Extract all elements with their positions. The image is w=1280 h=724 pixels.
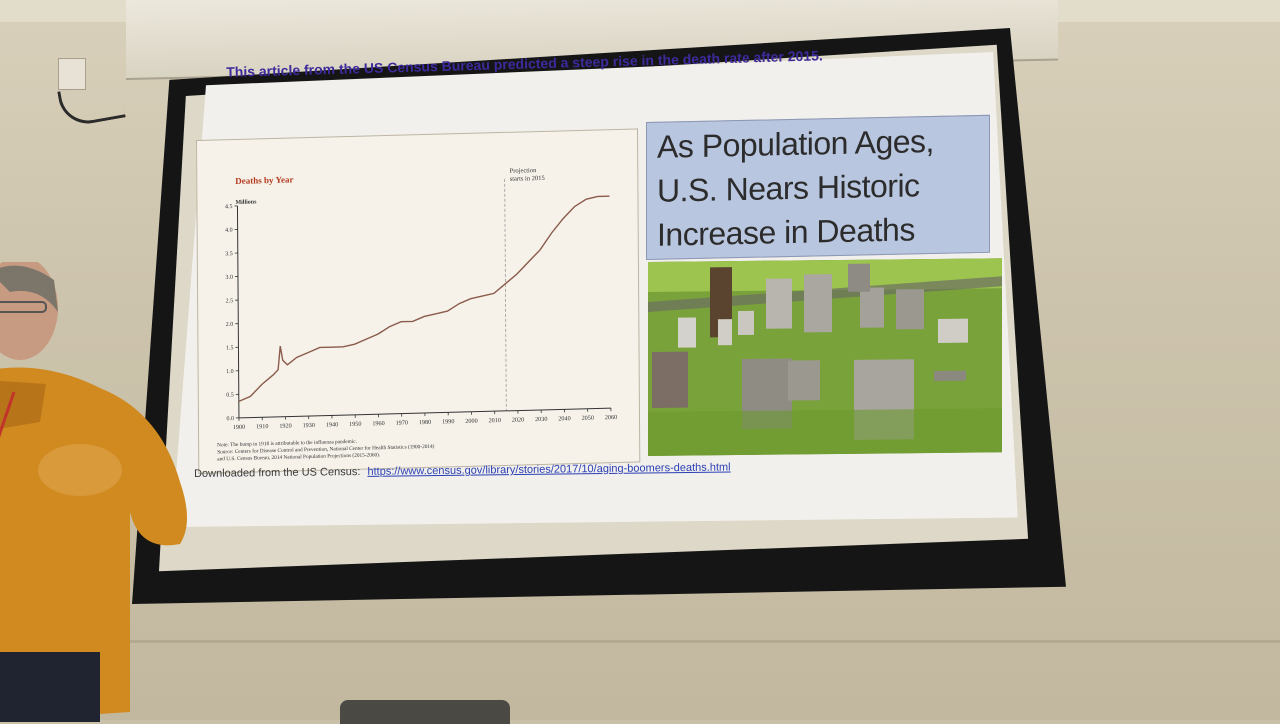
x-tick-label: 1970 bbox=[396, 419, 408, 426]
y-tick-label: 3.0 bbox=[225, 275, 233, 281]
y-tick-label: 3.5 bbox=[225, 251, 233, 257]
chair-back bbox=[340, 700, 510, 724]
x-tick-label: 1930 bbox=[303, 422, 315, 429]
x-tick-label: 1940 bbox=[326, 421, 338, 428]
chart-y-axis-label: Millions bbox=[235, 199, 257, 206]
y-tick-label: 2.5 bbox=[226, 298, 234, 304]
y-axis bbox=[237, 206, 238, 418]
y-tick-labels: 0.0 0.5 1.0 1.5 2.0 2.5 3.0 3.5 4.0 4.5 bbox=[225, 204, 239, 422]
annotation-line-1: Projection bbox=[510, 167, 538, 175]
x-tick-label: 2030 bbox=[535, 416, 547, 423]
x-tick-label: 2040 bbox=[558, 415, 570, 422]
x-tick-label: 2000 bbox=[465, 418, 477, 425]
y-tick-label: 1.5 bbox=[226, 345, 234, 351]
x-tick-label: 1910 bbox=[256, 423, 268, 430]
y-tick-label: 4.5 bbox=[225, 204, 233, 210]
headline-line-3: Increase in Deaths bbox=[657, 211, 915, 253]
y-tick-label: 0.5 bbox=[226, 392, 234, 398]
presenter bbox=[0, 262, 220, 722]
x-tick-label: 2020 bbox=[512, 416, 524, 423]
deaths-series-line bbox=[237, 196, 610, 401]
x-tick-label: 1920 bbox=[279, 423, 291, 430]
x-tick-label: 1990 bbox=[442, 418, 454, 425]
x-tick-label: 2050 bbox=[582, 415, 594, 422]
y-tick-label: 0.0 bbox=[226, 416, 234, 422]
x-tick-labels: 1900 1910 1920 1930 1940 1950 1960 1970 1980 1990… bbox=[233, 408, 617, 431]
article-headline-box: As Population Ages, U.S. Nears Historic … bbox=[646, 115, 990, 260]
y-tick-label: 1.0 bbox=[226, 369, 234, 375]
x-tick-label: 2060 bbox=[605, 414, 617, 421]
x-tick-label: 1960 bbox=[372, 420, 384, 427]
chart-title: Deaths by Year bbox=[235, 174, 293, 186]
headline-line-1: As Population Ages, bbox=[657, 123, 934, 166]
deaths-by-year-chart: Deaths by Year Millions Projectionstarts… bbox=[197, 129, 639, 472]
x-tick-label: 1950 bbox=[349, 421, 361, 428]
wall-outlet bbox=[58, 58, 86, 90]
annotation-line-2: starts in 2015 bbox=[510, 175, 545, 183]
y-tick-label: 4.0 bbox=[225, 228, 233, 234]
headline-line-2: U.S. Nears Historic bbox=[657, 167, 920, 209]
x-tick-label: 2010 bbox=[489, 417, 501, 424]
cemetery-photo bbox=[648, 258, 1002, 456]
x-tick-label: 1980 bbox=[419, 419, 431, 426]
projection-divider-line bbox=[505, 179, 507, 411]
y-tick-label: 2.0 bbox=[226, 322, 234, 328]
x-tick-label: 1900 bbox=[233, 424, 245, 431]
cemetery-illustration bbox=[648, 258, 1002, 456]
